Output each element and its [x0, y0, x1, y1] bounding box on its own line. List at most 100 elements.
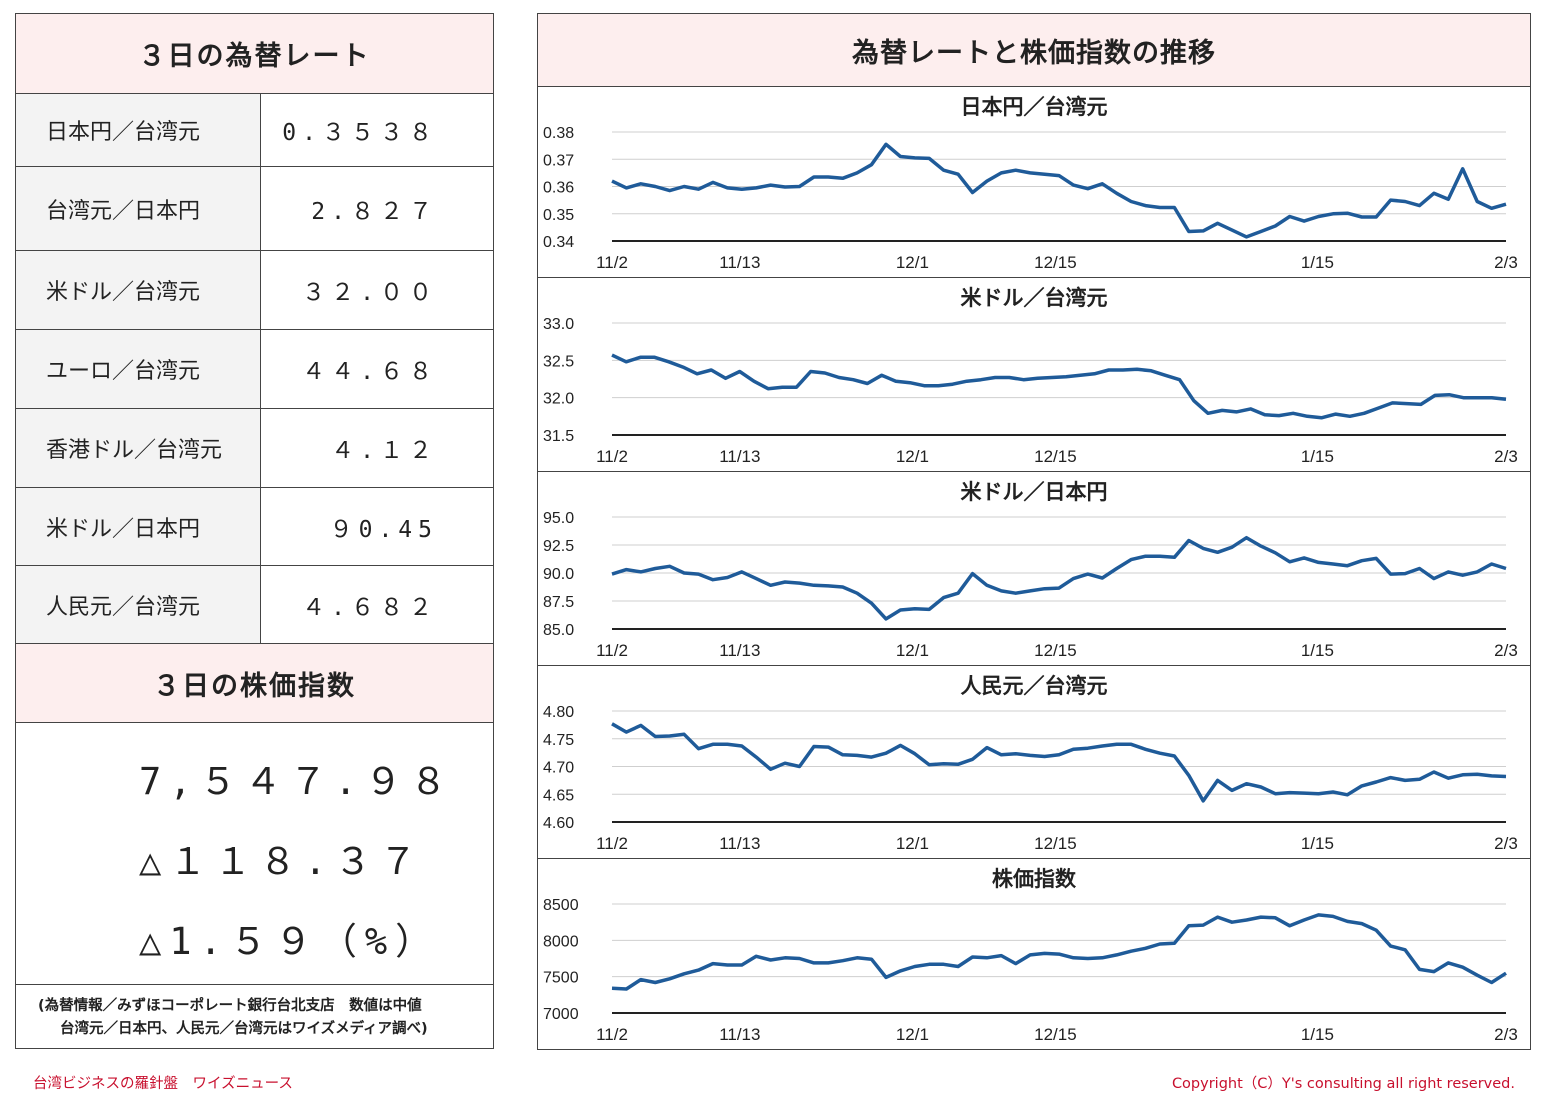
y-tick-label: 31.5	[543, 428, 574, 445]
x-tick-label: 12/15	[1034, 447, 1077, 466]
y-tick-label: 8500	[543, 897, 579, 914]
x-tick-label: 12/1	[896, 834, 929, 853]
chart-svg: 0.34 0.35 0.36 0.37 0.38 11/2 11/13 12/1 12/15 1/…	[543, 125, 1518, 272]
stock-header: ３日の株価指数	[16, 644, 493, 723]
charts-title: 為替レートと株価指数の推移	[538, 14, 1530, 87]
x-tick-label: 2/3	[1494, 1025, 1518, 1044]
chart-svg: 31.5 32.0 32.5 33.0 11/2 11/13 12/1 12/15 1/15 2/…	[543, 316, 1518, 466]
x-tick-label: 12/1	[896, 641, 929, 660]
rate-label: 米ドル／台湾元	[16, 251, 261, 329]
y-tick-label: 95.0	[543, 510, 574, 527]
chart-title: 米ドル／日本円	[960, 480, 1108, 504]
rate-value: ９0.45	[329, 516, 438, 543]
chart-usd-jpy: 米ドル／日本円 85.0 87.5 90.0 92.5 95.0 11/2 11/13 12/…	[538, 472, 1530, 666]
x-tick-label: 11/13	[719, 641, 760, 660]
chart-svg: 4.60 4.65 4.70 4.75 4.80 11/2 11/13 12/1 12/15 1/…	[543, 704, 1518, 853]
chart-svg: 7000 7500 8000 8500 11/2 11/13 12/1 12/15 1/15 2/…	[543, 897, 1518, 1044]
x-tick-label: 12/15	[1034, 1025, 1077, 1044]
chart-svg: 85.0 87.5 90.0 92.5 95.0 11/2 11/13 12/1 12/15 1/…	[543, 510, 1518, 660]
rate-value: ４４.６８	[302, 359, 438, 385]
series-line	[611, 913, 1507, 991]
y-tick-label: 7500	[543, 970, 579, 987]
x-tick-label: 1/15	[1301, 834, 1334, 853]
rate-label: 人民元／台湾元	[16, 566, 261, 643]
stock-change-pct: △1.５９（%）	[139, 920, 441, 963]
y-tick-label: 0.38	[543, 125, 574, 142]
chart-stock-index: 株価指数 7000 7500 8000 8500 11/2 11/13 12/1 12/15 1…	[538, 859, 1530, 1050]
y-tick-label: 4.75	[543, 732, 574, 749]
y-tick-label: 0.37	[543, 152, 574, 169]
x-tick-label: 11/13	[719, 1025, 760, 1044]
y-tick-label: 0.36	[543, 180, 574, 197]
chart-usd-twd: 米ドル／台湾元 31.5 32.0 32.5 33.0 11/2 11/13 12/1 12/…	[538, 278, 1530, 472]
x-tick-label: 2/3	[1494, 641, 1518, 660]
y-tick-label: 4.70	[543, 760, 574, 777]
x-tick-label: 12/1	[896, 253, 929, 272]
series-line	[611, 722, 1507, 803]
rate-label: 米ドル／日本円	[16, 488, 261, 565]
series-line	[611, 535, 1507, 621]
x-tick-label: 11/2	[596, 1025, 628, 1044]
rate-row: 米ドル／日本円 ９0.45	[16, 488, 493, 566]
x-tick-label: 12/15	[1034, 834, 1077, 853]
y-tick-label: 32.0	[543, 391, 574, 408]
rate-value: ４.６８２	[302, 594, 438, 621]
x-tick-label: 2/3	[1494, 253, 1518, 272]
series-line	[611, 353, 1507, 420]
rate-row: 香港ドル／台湾元 ４.１２	[16, 409, 493, 488]
x-tick-label: 11/2	[596, 641, 628, 660]
source-note-line: 台湾元／日本円、人民元／台湾元はワイズメディア調べ)	[60, 1021, 428, 1037]
x-tick-label: 11/2	[596, 253, 628, 272]
y-tick-label: 87.5	[543, 594, 574, 611]
stock-index-value: 7,５４７.９８	[139, 760, 455, 803]
y-tick-label: 90.0	[543, 566, 574, 583]
series-line	[611, 142, 1507, 239]
y-tick-label: 0.35	[543, 207, 574, 224]
x-tick-label: 12/15	[1034, 641, 1077, 660]
rates-header: ３日の為替レート	[16, 14, 493, 94]
stock-values: 7,５４７.９８ △１１８.３７ △1.５９（%）	[16, 723, 493, 985]
x-tick-label: 1/15	[1301, 447, 1334, 466]
rate-label: 香港ドル／台湾元	[16, 409, 261, 487]
x-tick-label: 2/3	[1494, 834, 1518, 853]
y-tick-label: 0.34	[543, 234, 574, 251]
x-tick-label: 12/1	[896, 1025, 929, 1044]
source-note-line: (為替情報／みずほコーポレート銀行台北支店 数値は中値	[38, 998, 422, 1014]
rate-label: 台湾元／日本円	[16, 167, 261, 250]
rate-value: ３２.００	[302, 280, 438, 306]
y-tick-label: 4.80	[543, 704, 574, 721]
footer-copyright: Copyright（C）Y's consulting all right res…	[1171, 1076, 1515, 1092]
chart-jpy-twd: 日本円／台湾元 0.34 0.35 0.36 0.37 0.38 11/2 11/13 12/…	[538, 87, 1530, 278]
rate-value: 2.８２７	[311, 198, 438, 225]
x-tick-label: 11/2	[596, 834, 628, 853]
source-note: (為替情報／みずほコーポレート銀行台北支店 数値は中値 台湾元／日本円、人民元／…	[16, 985, 493, 1049]
y-tick-label: 85.0	[543, 622, 574, 639]
x-tick-label: 2/3	[1494, 447, 1518, 466]
rate-label: ユーロ／台湾元	[16, 330, 261, 408]
rate-row: 米ドル／台湾元 ３２.００	[16, 251, 493, 330]
chart-title: 株価指数	[992, 867, 1076, 891]
y-tick-label: 7000	[543, 1006, 579, 1023]
rate-label: 日本円／台湾元	[16, 94, 261, 166]
rate-value: ４.１２	[331, 438, 438, 464]
y-tick-label: 33.0	[543, 316, 574, 333]
stock-change: △１１８.３７	[139, 840, 425, 883]
rate-row: 人民元／台湾元 ４.６８２	[16, 566, 493, 644]
chart-title: 人民元／台湾元	[960, 674, 1108, 698]
x-tick-label: 1/15	[1301, 1025, 1334, 1044]
y-tick-label: 4.65	[543, 787, 574, 804]
chart-title: 米ドル／台湾元	[960, 286, 1108, 310]
chart-title: 日本円／台湾元	[960, 95, 1108, 119]
rate-row: ユーロ／台湾元 ４４.６８	[16, 330, 493, 409]
y-tick-label: 32.5	[543, 353, 574, 370]
x-tick-label: 1/15	[1301, 253, 1334, 272]
x-tick-label: 12/15	[1034, 253, 1077, 272]
rates-panel: ３日の為替レート 日本円／台湾元 0.３５３８ 台湾元／日本円 2.８２７ 米ド…	[15, 13, 494, 1049]
chart-cny-twd: 人民元／台湾元 4.60 4.65 4.70 4.75 4.80 11/2 11/13 12/…	[538, 666, 1530, 859]
rate-value: 0.３５３８	[282, 120, 438, 146]
rate-row: 日本円／台湾元 0.３５３８	[16, 94, 493, 167]
footer-brand: 台湾ビジネスの羅針盤 ワイズニュース	[33, 1076, 293, 1092]
charts-panel: 為替レートと株価指数の推移 日本円／台湾元 0.34 0.35 0.36 0.37 0.…	[537, 13, 1531, 1050]
rate-row: 台湾元／日本円 2.８２７	[16, 167, 493, 251]
x-tick-label: 12/1	[896, 447, 929, 466]
